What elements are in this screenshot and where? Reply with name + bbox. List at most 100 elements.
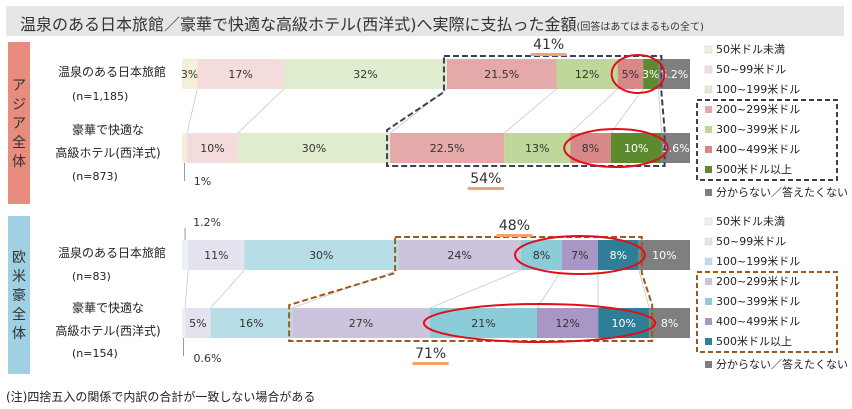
legend-swatch <box>705 146 712 153</box>
data-label: 1.2% <box>193 216 221 229</box>
data-label: 0.6% <box>194 352 222 365</box>
bar-segment <box>182 59 198 89</box>
legend-swatch <box>704 85 713 94</box>
sample-size-label: (n=83) <box>72 270 111 283</box>
data-label: 10% <box>200 142 224 155</box>
bar-segment <box>561 240 598 270</box>
data-label: 6.2% <box>660 68 688 81</box>
group-total-underline <box>412 362 449 365</box>
legend-label: 50米ドル未満 <box>716 43 785 56</box>
data-label: 13% <box>525 142 549 155</box>
bar-segment <box>185 308 211 338</box>
data-label: 11% <box>204 249 228 262</box>
connector-line <box>186 88 198 134</box>
bar-segment <box>187 133 238 163</box>
bar-segment <box>643 59 659 89</box>
bar-segment <box>536 308 599 338</box>
bar-segment <box>283 59 447 89</box>
legend-swatch <box>704 45 713 54</box>
sample-size-label: (n=154) <box>72 347 118 360</box>
bar-segment <box>188 240 245 270</box>
legend-label: 500米ドル以上 <box>716 335 792 348</box>
region-label-char: ジ <box>12 97 26 113</box>
bar-segment <box>504 133 571 163</box>
legend-label: 100~199米ドル <box>716 83 800 96</box>
group-total-label: 54% <box>470 171 501 187</box>
category-label: 高級ホテル(西洋式) <box>55 145 160 160</box>
legend-label: 分からない／答えたくない <box>716 185 848 199</box>
region-label-char: ア <box>12 78 26 94</box>
data-label: 30% <box>302 142 326 155</box>
data-label: 5.6% <box>662 142 690 155</box>
connector-line <box>504 88 557 134</box>
connector-line <box>638 269 650 309</box>
data-label: 21.5% <box>484 68 519 81</box>
title-bar: 温泉のある日本旅館／豪華で快適な高級ホテル(西洋式)へ実際に支払った金額(回答は… <box>6 6 844 36</box>
connector-line <box>210 269 245 309</box>
connector-line <box>292 269 399 309</box>
group-total-underline <box>530 53 567 56</box>
bar-segment <box>446 59 557 89</box>
bar-segment <box>244 240 399 270</box>
legend-swatch <box>705 298 712 305</box>
connector-line <box>658 88 662 134</box>
sample-size-label: (n=873) <box>72 170 118 183</box>
legend-swatch <box>705 278 712 285</box>
data-label: 12% <box>555 317 579 330</box>
connector-line <box>569 88 618 134</box>
bar-segment <box>390 133 505 163</box>
group-total-label: 41% <box>533 37 564 53</box>
legend-swatch <box>705 189 712 196</box>
bar-segment <box>570 133 611 163</box>
chart-title: 温泉のある日本旅館／豪華で快適な高級ホテル(西洋式)へ実際に支払った金額(回答は… <box>20 11 704 35</box>
data-label: 32% <box>353 68 377 81</box>
data-label: 8% <box>582 142 599 155</box>
legend-swatch <box>705 338 712 345</box>
data-label: 3% <box>642 68 659 81</box>
data-label: 17% <box>228 68 252 81</box>
region-label-char: 体 <box>12 154 26 170</box>
bar-segment <box>182 133 188 163</box>
footnote: (注)四捨五入の関係で内訳の合計が一致しない場合がある <box>6 390 316 404</box>
category-label: 豪華で快適な <box>72 122 144 137</box>
legend-label: 50米ドル未満 <box>716 215 785 228</box>
group-total-underline <box>467 187 504 190</box>
dashed-group-outline <box>386 55 666 167</box>
connector-line <box>429 269 522 309</box>
region-band <box>8 216 30 374</box>
group-total-label: 71% <box>415 346 446 362</box>
data-label: 5% <box>622 68 639 81</box>
legend-dashed-box <box>696 271 838 353</box>
region-label-char: 豪 <box>12 288 26 304</box>
legend-dashed-box <box>696 99 838 181</box>
bar-segment <box>521 240 562 270</box>
data-label: 22.5% <box>430 142 465 155</box>
region-label-char: 全 <box>12 306 26 323</box>
region-label-char: 米 <box>12 269 26 285</box>
data-label: 24% <box>447 249 471 262</box>
bar-segment <box>597 240 639 270</box>
legend-label: 400~499米ドル <box>716 143 800 156</box>
highlight-ellipse <box>563 128 669 168</box>
legend-label: 分からない／答えたくない <box>716 357 848 371</box>
data-label: 30% <box>309 249 333 262</box>
category-label: 豪華で快適な <box>72 300 144 315</box>
legend-label: 300~399米ドル <box>716 295 800 308</box>
region-label-char: 欧 <box>12 250 26 266</box>
bar-segment <box>429 308 537 338</box>
bar-segment <box>182 308 186 338</box>
legend-label: 200~299米ドル <box>716 275 800 288</box>
category-label: 温泉のある日本旅館 <box>58 245 166 260</box>
bar-segment <box>398 240 522 270</box>
bar-segment <box>197 59 284 89</box>
legend-swatch <box>705 126 712 133</box>
legend-label: 400~499米ドル <box>716 315 800 328</box>
legend-swatch <box>704 257 713 266</box>
data-label: 5% <box>189 317 206 330</box>
category-label: 温泉のある日本旅館 <box>58 64 166 79</box>
region-band <box>8 42 30 204</box>
data-label: 12% <box>575 68 599 81</box>
legend-label: 500米ドル以上 <box>716 163 792 176</box>
sample-size-label: (n=1,185) <box>72 90 128 103</box>
